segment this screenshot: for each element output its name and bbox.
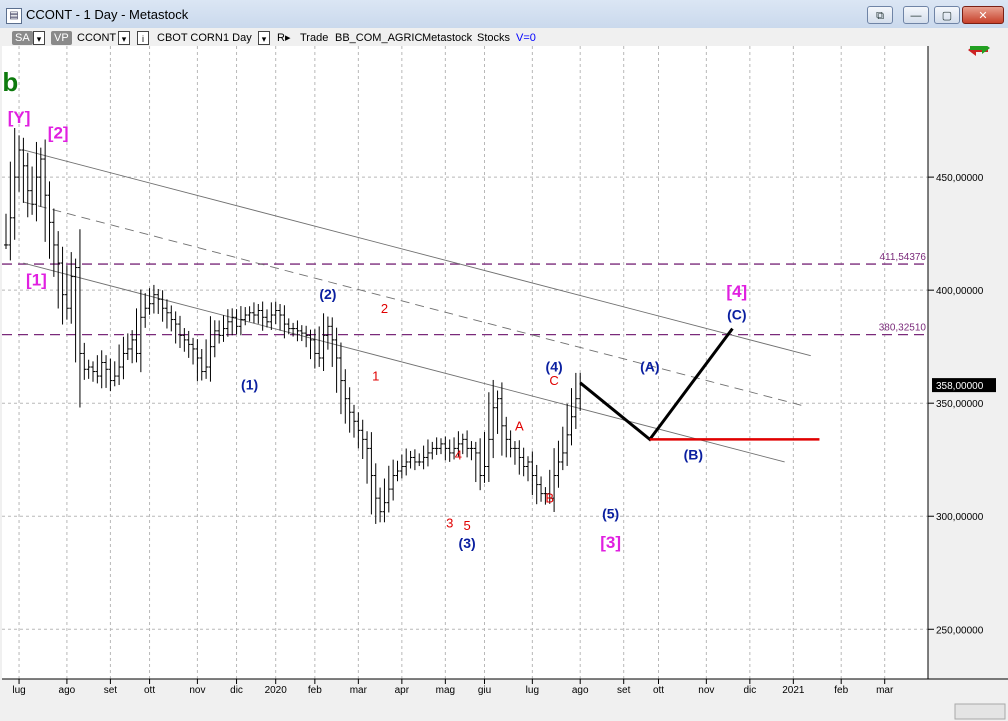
volume-label: V=0 [516, 32, 536, 44]
wave-label-0: b [2, 67, 18, 97]
wave-label-17: [3] [600, 533, 621, 552]
x-tick-label-8: mar [350, 685, 368, 696]
wave-label-21: (C) [727, 307, 746, 323]
x-tick-label-9: apr [395, 685, 410, 696]
wave-label-19: (B) [684, 447, 703, 463]
x-tick-label-19: feb [834, 685, 848, 696]
wave-label-4: (2) [319, 286, 336, 302]
r-button[interactable]: R▸ [277, 32, 291, 44]
trade-label[interactable]: Trade [300, 32, 329, 44]
plot-background [2, 46, 928, 679]
wave-label-15: (3) [459, 535, 476, 551]
wave-label-18: (A) [640, 359, 659, 375]
wave-label-8: (4) [546, 359, 563, 375]
wave-label-16: (5) [602, 505, 619, 521]
period-dropdown[interactable]: ▾ [258, 31, 270, 45]
x-tick-label-6: 2020 [265, 685, 288, 696]
x-tick-label-7: feb [308, 685, 322, 696]
chart-toolbar: SA ▾ VP CCONT ▾ i CBOT CORN 1 Day ▾ R▸ T… [0, 30, 1008, 46]
wave-label-11: B [545, 491, 554, 506]
grid-layer [2, 46, 928, 679]
window-title: CCONT - 1 Day - Metastock [26, 7, 189, 22]
wave-label-14: 5 [463, 518, 470, 533]
x-tick-label-0: lug [12, 685, 25, 696]
x-tick-label-1: ago [59, 685, 76, 696]
period-label: 1 Day [223, 32, 252, 44]
x-tick-label-14: set [617, 685, 631, 696]
x-tick-label-3: ott [144, 685, 155, 696]
x-tick-label-13: ago [572, 685, 589, 696]
app-icon: ▤ [6, 8, 22, 24]
security-name: CBOT CORN [157, 32, 223, 44]
sa-button[interactable]: SA [12, 31, 33, 45]
x-tick-label-4: nov [189, 685, 205, 696]
x-tick-label-10: mag [436, 685, 455, 696]
price-series [4, 128, 583, 524]
symbol-dropdown[interactable]: ▾ [118, 31, 130, 45]
x-tick-label-17: dic [743, 685, 756, 696]
maximize-button[interactable]: ▢ [934, 6, 960, 24]
fib-level-label-0: 411,54376 [879, 252, 926, 263]
fib-level-label-1: 380,32510 [879, 323, 927, 334]
y-tick-label-1: 300,00000 [936, 512, 984, 523]
source-label: Metastock [422, 32, 473, 44]
vp-button[interactable]: VP [51, 31, 72, 45]
symbol-label: CCONT [77, 32, 117, 44]
r-button-label: R [277, 32, 285, 44]
wave-labels: b [Y] [2] [1] (2) 2 1 (1) (4)C A B 4 3 5 (3) (5) [3] (A) (… [2, 67, 747, 552]
last-price-badge [932, 378, 996, 393]
category-label: Stocks [477, 32, 511, 44]
wave-label-13: 3 [446, 516, 453, 531]
status-bar [0, 702, 1008, 721]
info-button[interactable]: i [137, 31, 149, 45]
x-axis: lug ago set ott nov dic 2020 feb mar apr mag giu lug… [12, 679, 894, 696]
wave-label-1: [Y] [8, 108, 31, 127]
x-tick-label-5: dic [230, 685, 243, 696]
y-tick-label-0: 250,00000 [936, 625, 984, 636]
title-bar: ▤ CCONT - 1 Day - Metastock ⧉ — ▢ ✕ [0, 0, 1008, 31]
close-button[interactable]: ✕ [962, 6, 1004, 24]
resize-grip[interactable] [954, 703, 1006, 720]
y-tick-label-3: 400,00000 [936, 286, 984, 297]
x-tick-label-18: 2021 [782, 685, 805, 696]
x-tick-label-2: set [104, 685, 118, 696]
y-axis: 250,00000 300,00000 350,00000 400,00000 450,… [928, 173, 996, 636]
sa-dropdown[interactable]: ▾ [33, 31, 45, 45]
restore-sub-button[interactable]: ⧉ [867, 6, 893, 24]
wave-label-7: (1) [241, 377, 258, 393]
x-tick-label-12: lug [526, 685, 539, 696]
wave-label-5: 2 [381, 301, 388, 316]
wave-label-12: 4 [455, 448, 462, 463]
chart-area[interactable]: 411,54376 380,32510 b [Y] [2] [1] (2) 2 1 (1) (4)… [0, 28, 1008, 721]
wave-label-3: [1] [26, 271, 47, 290]
wave-label-9: C [549, 373, 558, 388]
wave-label-20: [4] [726, 282, 747, 301]
wave-projection [579, 327, 820, 442]
wave-label-6: 1 [372, 369, 379, 384]
x-tick-label-16: nov [698, 685, 714, 696]
fib-levels: 411,54376 380,32510 [2, 252, 928, 336]
minimize-button[interactable]: — [903, 6, 929, 24]
x-tick-label-20: mar [876, 685, 894, 696]
y-tick-label-4: 450,00000 [936, 173, 984, 184]
wave-label-2: [2] [48, 124, 69, 143]
last-price-label: 358,00000 [936, 381, 984, 392]
channel-line-0 [23, 149, 811, 357]
x-tick-label-15: ott [653, 685, 664, 696]
wave-label-10: A [515, 418, 524, 433]
list-label: BB_COM_AGRIC [335, 32, 423, 44]
x-tick-label-11: giu [478, 685, 491, 696]
y-tick-label-2: 350,00000 [936, 399, 984, 410]
